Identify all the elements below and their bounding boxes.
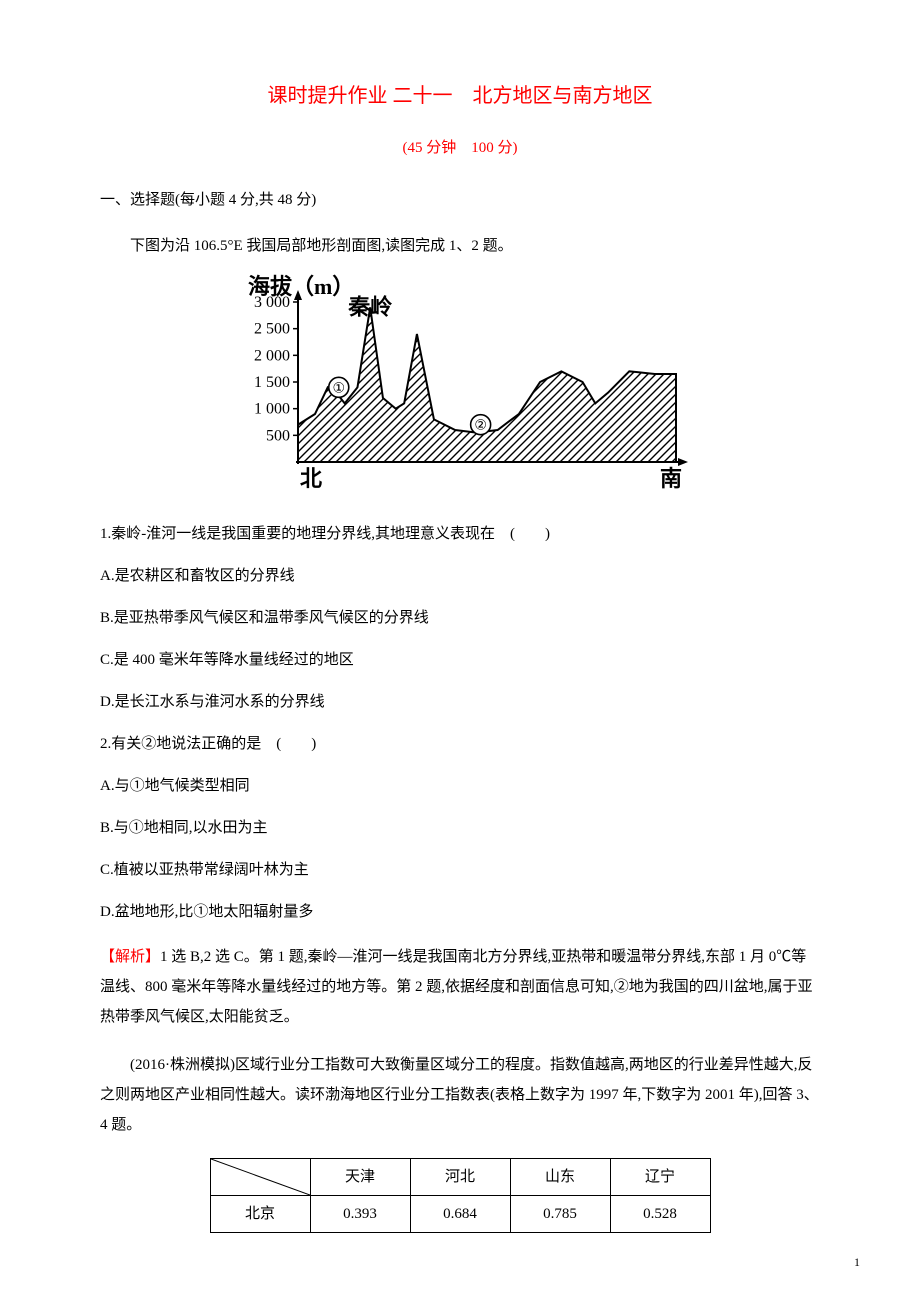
table-cell: 0.393 xyxy=(310,1196,410,1233)
analysis-block: 【解析】1 选 B,2 选 C。第 1 题,秦岭—淮河一线是我国南北方分界线,亚… xyxy=(100,942,820,1032)
analysis-label: 【解析】 xyxy=(100,949,160,965)
svg-text:3 000: 3 000 xyxy=(254,294,290,311)
q1-opt-b: B.是亚热带季风气候区和温带季风气候区的分界线 xyxy=(100,606,820,630)
table-cell: 0.684 xyxy=(410,1196,510,1233)
intro-text: 下图为沿 106.5°E 我国局部地形剖面图,读图完成 1、2 题。 xyxy=(100,234,820,258)
svg-text:南: 南 xyxy=(660,466,682,491)
svg-text:2 000: 2 000 xyxy=(254,347,290,364)
table-cell: 0.785 xyxy=(510,1196,610,1233)
profile-svg: 海拔（m）3 0002 5002 0001 5001 000500秦岭①②北南 xyxy=(230,272,690,492)
table-header-cell: 辽宁 xyxy=(610,1159,710,1196)
table-header-cell: 天津 xyxy=(310,1159,410,1196)
table-cell: 北京 xyxy=(210,1196,310,1233)
svg-text:②: ② xyxy=(474,419,487,434)
page-number: 1 xyxy=(854,1253,860,1272)
q2-opt-c: C.植被以亚热带常绿阔叶林为主 xyxy=(100,858,820,882)
page-subtitle: (45 分钟 100 分) xyxy=(100,136,820,160)
svg-text:1 000: 1 000 xyxy=(254,401,290,418)
svg-text:北: 北 xyxy=(300,466,322,491)
q1-opt-d: D.是长江水系与淮河水系的分界线 xyxy=(100,690,820,714)
table-row: 北京0.3930.6840.7850.528 xyxy=(210,1196,710,1233)
svg-text:2 500: 2 500 xyxy=(254,321,290,338)
table-header-cell: 山东 xyxy=(510,1159,610,1196)
index-table-wrap: 天津河北山东辽宁北京0.3930.6840.7850.528 xyxy=(100,1158,820,1233)
terrain-profile-chart: 海拔（m）3 0002 5002 0001 5001 000500秦岭①②北南 xyxy=(100,272,820,500)
q2-opt-d: D.盆地地形,比①地太阳辐射量多 xyxy=(100,900,820,924)
table-cell: 0.528 xyxy=(610,1196,710,1233)
svg-text:1 500: 1 500 xyxy=(254,374,290,391)
svg-text:500: 500 xyxy=(266,427,290,444)
svg-text:秦岭: 秦岭 xyxy=(347,295,392,320)
svg-text:①: ① xyxy=(332,381,345,396)
q2-stem: 2.有关②地说法正确的是 ( ) xyxy=(100,732,820,756)
passage-2: (2016·株洲模拟)区域行业分工指数可大致衡量区域分工的程度。指数值越高,两地… xyxy=(100,1050,820,1140)
section-heading: 一、选择题(每小题 4 分,共 48 分) xyxy=(100,188,820,212)
q2-opt-b: B.与①地相同,以水田为主 xyxy=(100,816,820,840)
q1-opt-a: A.是农耕区和畜牧区的分界线 xyxy=(100,564,820,588)
page-title: 课时提升作业 二十一 北方地区与南方地区 xyxy=(100,80,820,112)
table-header-cell xyxy=(210,1159,310,1196)
index-table: 天津河北山东辽宁北京0.3930.6840.7850.528 xyxy=(210,1158,711,1233)
q1-stem: 1.秦岭-淮河一线是我国重要的地理分界线,其地理意义表现在 ( ) xyxy=(100,522,820,546)
analysis-text: 1 选 B,2 选 C。第 1 题,秦岭—淮河一线是我国南北方分界线,亚热带和暖… xyxy=(100,949,813,1025)
table-header-cell: 河北 xyxy=(410,1159,510,1196)
q2-opt-a: A.与①地气候类型相同 xyxy=(100,774,820,798)
q1-opt-c: C.是 400 毫米年等降水量线经过的地区 xyxy=(100,648,820,672)
